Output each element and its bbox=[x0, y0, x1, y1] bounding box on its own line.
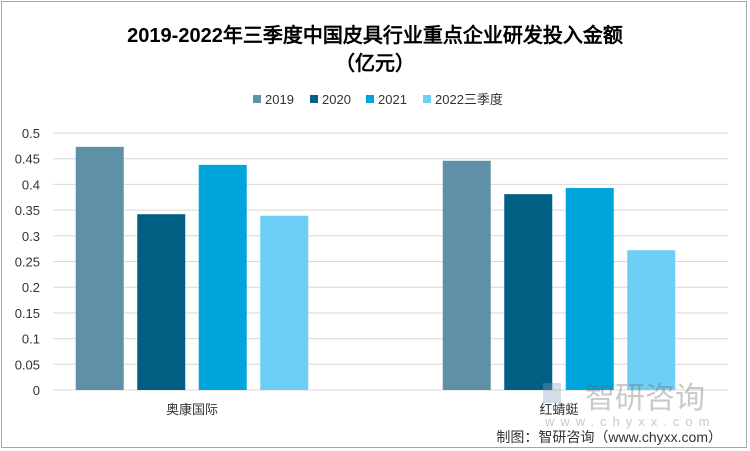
legend-label: 2020 bbox=[322, 92, 351, 107]
y-tick-label: 0.25 bbox=[15, 255, 40, 270]
bar-2019-奥康国际 bbox=[75, 146, 124, 390]
legend-label: 2022三季度 bbox=[435, 92, 503, 107]
watermark-logo-icon bbox=[543, 383, 561, 403]
x-category-label: 奥康国际 bbox=[166, 402, 218, 417]
bar-2021-奥康国际 bbox=[198, 164, 247, 390]
source-note: 制图：智研咨询（www.chyxx.com） bbox=[496, 429, 722, 445]
y-tick-label: 0.1 bbox=[22, 332, 40, 347]
chart-subtitle: （亿元） bbox=[335, 51, 415, 75]
bar-2019-红蜻蜓 bbox=[442, 160, 491, 390]
watermark-url: www.chyxx.com bbox=[544, 414, 715, 429]
y-tick-label: 0.2 bbox=[22, 280, 40, 295]
y-tick-label: 0.45 bbox=[15, 152, 40, 167]
x-category-label: 红蜻蜓 bbox=[539, 402, 578, 417]
legend-swatch bbox=[366, 95, 374, 103]
y-tick-label: 0.05 bbox=[15, 357, 40, 372]
y-tick-label: 0.4 bbox=[22, 177, 40, 192]
legend-label: 2021 bbox=[378, 92, 407, 107]
legend-swatch bbox=[253, 95, 261, 103]
y-tick-label: 0.15 bbox=[15, 306, 40, 321]
y-tick-label: 0.5 bbox=[22, 126, 40, 141]
bar-2022三季度-红蜻蜓 bbox=[627, 250, 676, 390]
bar-2022三季度-奥康国际 bbox=[260, 215, 309, 390]
chart-title: 2019-2022年三季度中国皮具行业重点企业研发投入金额 bbox=[127, 23, 623, 47]
y-tick-label: 0.3 bbox=[22, 229, 40, 244]
watermark: 智研咨询 www.chyxx.com bbox=[543, 382, 715, 429]
y-tick-label: 0.35 bbox=[15, 203, 40, 218]
bar-2020-红蜻蜓 bbox=[504, 194, 553, 390]
y-tick-label: 0 bbox=[33, 383, 40, 398]
bar-2021-红蜻蜓 bbox=[565, 187, 614, 390]
legend-swatch bbox=[423, 95, 431, 103]
legend-swatch bbox=[310, 95, 318, 103]
legend-label: 2019 bbox=[265, 92, 294, 107]
watermark-text: 智研咨询 bbox=[585, 382, 705, 415]
bar-2020-奥康国际 bbox=[137, 214, 186, 390]
